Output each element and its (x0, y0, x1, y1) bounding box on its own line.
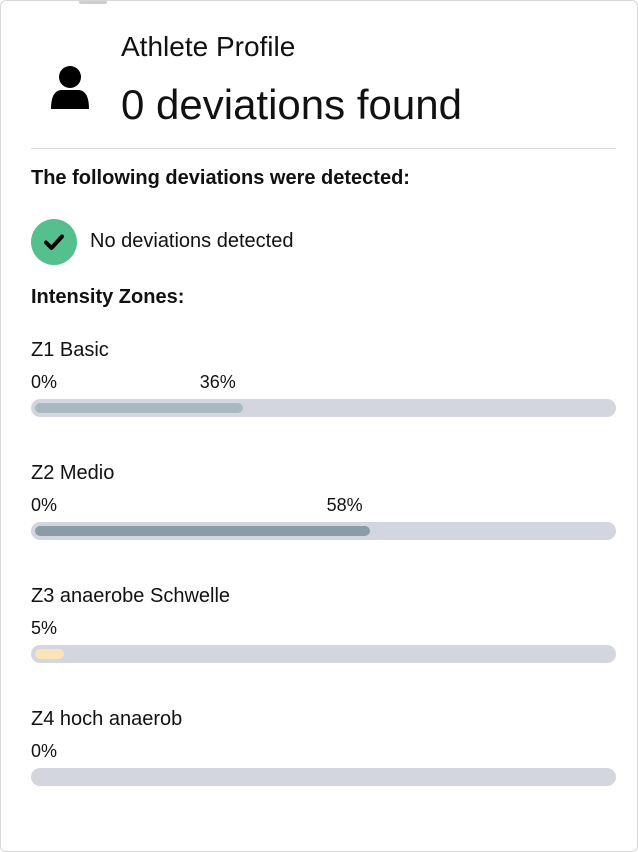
profile-header: Athlete Profile 0 deviations found (1, 1, 637, 149)
deviation-status: No deviations detected (31, 219, 591, 265)
window-corner-mark (79, 1, 107, 4)
zone-progress-fill (35, 649, 64, 659)
check-circle-icon (31, 219, 77, 265)
zone-row: Z4 hoch anaerob 0% (31, 708, 616, 788)
zone-row: Z1 Basic 0% 36% (31, 339, 616, 419)
deviations-heading: The following deviations were detected: (31, 167, 410, 189)
zone-progress-fill (35, 526, 370, 536)
zone-percent-label: 5% (31, 618, 58, 638)
zone-progress-track (31, 522, 616, 540)
header-divider (31, 148, 616, 149)
zone-name: Z4 hoch anaerob (31, 708, 183, 730)
zone-percent-label: 36% (199, 372, 236, 392)
zone-name: Z2 Medio (31, 462, 115, 484)
zone-name: Z3 anaerobe Schwelle (31, 585, 231, 607)
status-text: No deviations detected (90, 230, 294, 252)
zone-progress-track (31, 645, 616, 663)
zone-progress-track (31, 768, 616, 786)
zone-start-label: 0% (31, 495, 58, 515)
zone-progress-track (31, 399, 616, 417)
user-icon (51, 66, 89, 109)
zone-start-label: 0% (31, 372, 58, 392)
zone-row: Z3 anaerobe Schwelle 5% (31, 585, 616, 665)
deviation-count-title: 0 deviations found (121, 81, 462, 128)
zone-percent-label: 58% (326, 495, 363, 515)
zone-name: Z1 Basic (31, 339, 109, 361)
zone-percent-label: 0% (31, 741, 58, 761)
profile-subtitle: Athlete Profile (121, 31, 296, 62)
zone-row: Z2 Medio 0% 58% (31, 462, 616, 542)
checkmark-icon (44, 234, 64, 250)
intensity-zones-heading: Intensity Zones: (31, 286, 185, 308)
zone-progress-fill (35, 403, 243, 413)
